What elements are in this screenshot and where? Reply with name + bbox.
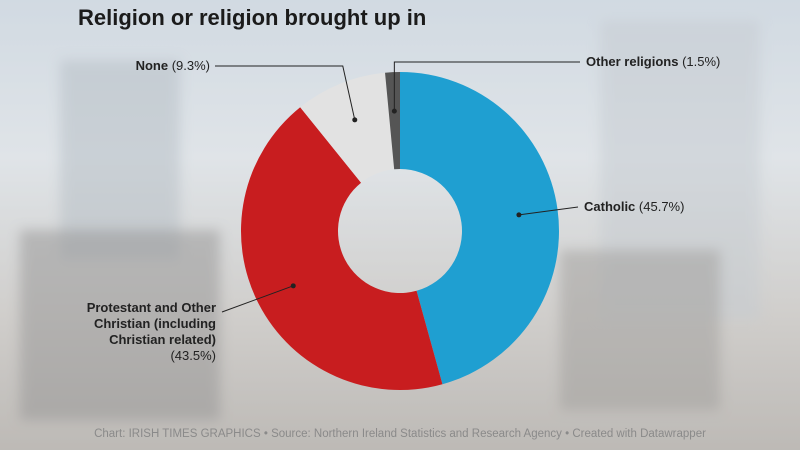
segment-label: Protestant and Other Christian (includin… — [60, 300, 216, 364]
segment-label: None (9.3%) — [60, 58, 210, 74]
segment-label: Other religions (1.5%) — [586, 54, 786, 70]
leader-dot — [352, 117, 358, 123]
category-label: Catholic — [584, 199, 636, 214]
leader-dot — [516, 212, 522, 218]
category-label: None — [135, 58, 169, 73]
chart-title: Religion or religion brought up in — [78, 5, 427, 30]
leader-line — [518, 206, 579, 216]
category-label: Protestant and Other Christian (includin… — [86, 300, 216, 347]
leader-dot — [290, 283, 296, 289]
segment-label: Catholic (45.7%) — [584, 199, 784, 215]
value-label: (9.3%) — [171, 58, 210, 73]
footer: Chart: IRISH TIMES GRAPHICS • Source: No… — [94, 428, 706, 440]
category-label: Other religions — [586, 54, 679, 69]
donut-segment — [241, 107, 443, 390]
donut-segment — [300, 72, 395, 183]
donut-segment — [385, 72, 400, 170]
value-label: (43.5%) — [170, 348, 216, 363]
value-label: (1.5%) — [682, 54, 721, 69]
leader-line — [221, 285, 294, 313]
leader-dot — [391, 108, 397, 114]
donut-segment — [400, 72, 559, 385]
leader-line — [215, 65, 356, 120]
leader-line — [393, 61, 580, 112]
value-label: (45.7%) — [638, 199, 685, 214]
